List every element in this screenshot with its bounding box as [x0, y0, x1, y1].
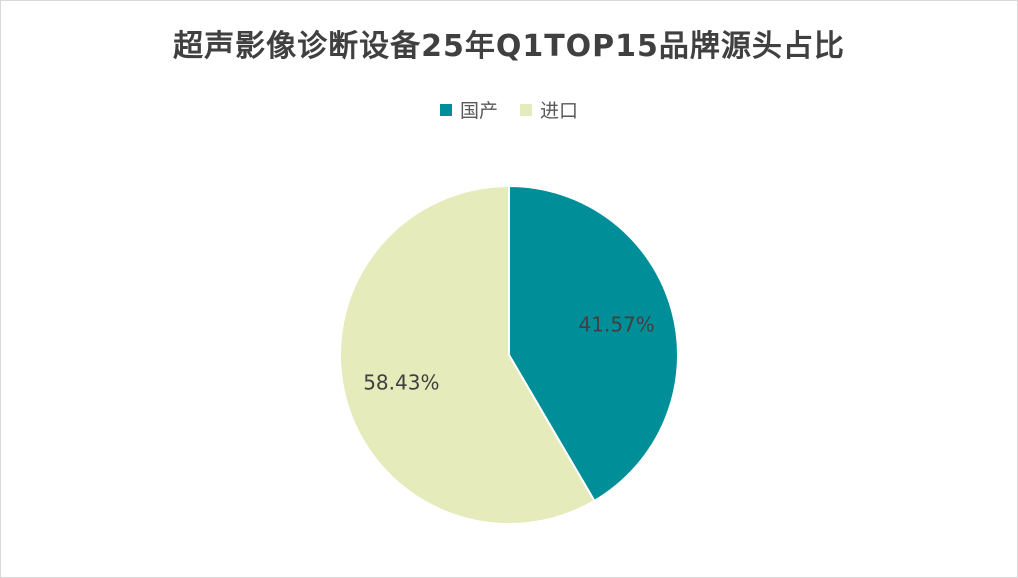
- legend-item-imported: 进口: [520, 96, 578, 123]
- chart-title: 超声影像诊断设备25年Q1TOP15品牌源头占比: [173, 29, 845, 64]
- legend-swatch-domestic: [439, 103, 452, 116]
- legend-label-imported: 进口: [540, 100, 579, 122]
- legend-swatch-imported: [520, 103, 532, 116]
- pie-label-imported: 58.43%: [363, 371, 439, 395]
- pie-slice-imported: [339, 184, 596, 525]
- pie-label-domestic: 41.57%: [579, 312, 655, 336]
- pie-slice-domestic: [508, 184, 679, 503]
- legend-label-domestic: 国产: [459, 100, 498, 122]
- legend-item-domestic: 国产: [439, 96, 498, 123]
- legend: 国产 进口: [1, 96, 1017, 123]
